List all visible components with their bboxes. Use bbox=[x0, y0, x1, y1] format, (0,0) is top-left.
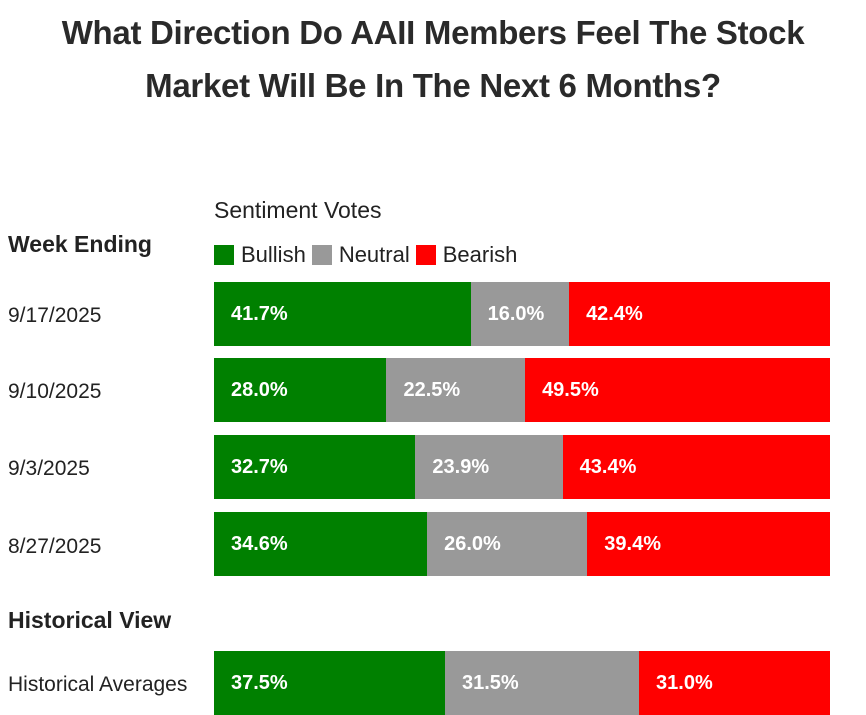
week-row-0-label: 9/17/2025 bbox=[8, 304, 102, 327]
week-row-2-label: 9/3/2025 bbox=[8, 457, 90, 480]
data-label-neutral: 16.0% bbox=[487, 302, 545, 325]
legend: Bullish Neutral Bearish bbox=[214, 241, 523, 269]
data-label-bearish: 49.5% bbox=[542, 378, 599, 401]
chart-title-line-1: What Direction Do AAII Members Feel The … bbox=[61, 14, 805, 51]
legend-label-bearish: Bearish bbox=[442, 242, 518, 267]
legend-label-neutral: Neutral bbox=[338, 242, 410, 267]
legend-swatch-bullish bbox=[214, 245, 234, 265]
bar-segment-bearish: 39.4% bbox=[587, 512, 830, 576]
legend-item-bullish: Bullish bbox=[214, 242, 306, 268]
data-label-bullish: 32.7% bbox=[231, 455, 288, 478]
bar-segment-neutral: 26.0% bbox=[427, 512, 588, 576]
bar-segment-bearish: 31.0% bbox=[639, 651, 830, 715]
data-label-bearish: 43.4% bbox=[579, 455, 637, 478]
data-label-neutral: 23.9% bbox=[432, 455, 490, 478]
bar-segment-bullish: 32.7% bbox=[214, 435, 416, 499]
chart-title-line-2: Market Will Be In The Next 6 Months? bbox=[145, 67, 721, 104]
week-row-1-bar: 28.0% 22.5% 49.5% bbox=[214, 358, 830, 422]
legend-item-bearish: Bearish bbox=[415, 242, 518, 268]
bar-segment-neutral: 16.0% bbox=[470, 282, 570, 346]
bar-segment-bearish: 49.5% bbox=[525, 358, 830, 422]
chart-title: What Direction Do AAII Members Feel The … bbox=[0, 6, 866, 112]
historical-row-0-bar: 37.5% 31.5% 31.0% bbox=[214, 651, 830, 715]
legend-swatch-bearish bbox=[415, 245, 436, 265]
bar-segment-neutral: 23.9% bbox=[415, 435, 563, 499]
week-row-3-label: 8/27/2025 bbox=[8, 535, 102, 558]
data-label-bullish: 34.6% bbox=[231, 532, 288, 555]
data-label-bearish: 31.0% bbox=[656, 671, 713, 694]
bar-segment-bullish: 37.5% bbox=[214, 651, 445, 715]
legend-item-neutral: Neutral bbox=[311, 242, 410, 268]
data-label-bullish: 28.0% bbox=[231, 378, 288, 401]
historical-row-0-label: Historical Averages bbox=[8, 673, 188, 696]
week-row-2-bar: 32.7% 23.9% 43.4% bbox=[214, 435, 830, 499]
data-label-neutral: 31.5% bbox=[462, 671, 519, 694]
data-label-neutral: 26.0% bbox=[444, 532, 501, 555]
bar-segment-bearish: 42.4% bbox=[569, 282, 830, 346]
data-label-bearish: 42.4% bbox=[586, 302, 643, 325]
data-label-bullish: 37.5% bbox=[231, 671, 288, 694]
bar-segment-neutral: 22.5% bbox=[386, 358, 526, 422]
bar-segment-neutral: 31.5% bbox=[445, 651, 640, 715]
week-ending-heading: Week Ending bbox=[8, 231, 152, 257]
week-row-3-bar: 34.6% 26.0% 39.4% bbox=[214, 512, 830, 576]
legend-label-bullish: Bullish bbox=[241, 242, 306, 267]
bar-segment-bullish: 41.7% bbox=[214, 282, 471, 346]
week-row-1-label: 9/10/2025 bbox=[8, 380, 102, 403]
data-label-neutral: 22.5% bbox=[403, 378, 461, 401]
data-label-bearish: 39.4% bbox=[604, 532, 661, 555]
historical-view-heading: Historical View bbox=[8, 607, 172, 633]
bar-segment-bullish: 28.0% bbox=[214, 358, 387, 422]
bar-segment-bullish: 34.6% bbox=[214, 512, 428, 576]
data-label-bullish: 41.7% bbox=[231, 302, 288, 325]
bar-segment-bearish: 43.4% bbox=[562, 435, 830, 499]
sentiment-votes-label: Sentiment Votes bbox=[214, 197, 382, 223]
week-row-0-bar: 41.7% 16.0% 42.4% bbox=[214, 282, 830, 346]
legend-swatch-neutral bbox=[311, 245, 332, 265]
